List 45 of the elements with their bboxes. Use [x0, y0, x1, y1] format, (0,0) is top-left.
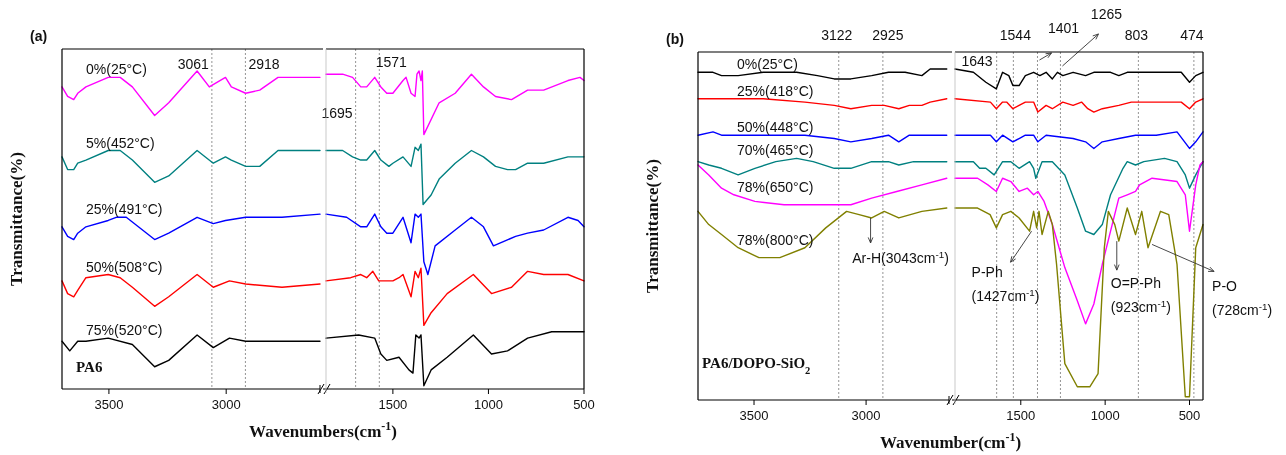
- annotation: P-Ph (1427cm$^{-1}$): [971, 264, 1040, 305]
- chart-title: (a): [30, 28, 48, 44]
- x-tick-label: 500: [1178, 408, 1201, 423]
- ref-line-label: 1265: [1090, 6, 1123, 22]
- y-axis-title: Transmittance(%): [7, 152, 26, 286]
- ref-line-label: 1695: [321, 105, 353, 121]
- chart-title: (b): [666, 31, 684, 47]
- ref-line-label: 3061: [177, 56, 210, 72]
- series-label: 75%(520°C): [86, 322, 163, 339]
- ref-line-label: 1643: [961, 53, 993, 69]
- x-tick-label: 1500: [1006, 408, 1036, 423]
- ref-line-label: 1544: [999, 27, 1032, 43]
- y-axis-title: Transmittance(%): [643, 159, 662, 293]
- ref-line-label: 803: [1124, 27, 1149, 43]
- ref-line-label: 1571: [375, 54, 408, 70]
- x-tick-label: 3500: [739, 408, 769, 423]
- x-tick-label: 3000: [211, 397, 241, 412]
- ref-line-label: 1401: [1047, 20, 1080, 36]
- series-label: 70%(465°C): [737, 142, 814, 159]
- series-label: 25%(418°C): [737, 82, 814, 99]
- series-label: 78%(650°C): [737, 178, 814, 195]
- x-tick-label: 1000: [473, 397, 503, 412]
- series-label: 50%(508°C): [86, 258, 163, 275]
- series-label: 78%(800°C): [737, 231, 814, 248]
- x-axis-title: Wavenumbers(cm$^{-1}$): [249, 419, 397, 441]
- series-label: 25%(491°C): [86, 201, 163, 218]
- ref-line-label: 3122: [821, 27, 853, 43]
- annotation: PA6/DOPO-SiO$_{2}$: [702, 355, 811, 376]
- ref-line-label: 2925: [872, 27, 904, 43]
- series-label: 0%(25°C): [737, 56, 798, 73]
- annotation: Ar-H(3043cm$^{-1}$): [852, 248, 949, 266]
- ref-line-label: 2918: [248, 56, 280, 72]
- x-tick-label: 500: [573, 397, 595, 412]
- annotation: P-O (728cm$^{-1}$): [1212, 278, 1273, 319]
- x-axis-title: Wavenumber(cm$^{-1}$): [879, 430, 1022, 452]
- annotation: O=P-Ph (923cm$^{-1}$): [1110, 275, 1171, 316]
- series-label: 50%(448°C): [737, 119, 814, 136]
- annotation: PA6: [76, 359, 103, 375]
- series-label: 5%(452°C): [86, 134, 155, 151]
- x-tick-label: 1000: [1090, 408, 1120, 423]
- series-label: 0%(25°C): [86, 61, 147, 78]
- x-tick-label: 3500: [94, 397, 124, 412]
- ref-line-label: 474: [1180, 27, 1204, 43]
- x-tick-label: 3000: [851, 408, 881, 423]
- x-tick-label: 1500: [378, 397, 408, 412]
